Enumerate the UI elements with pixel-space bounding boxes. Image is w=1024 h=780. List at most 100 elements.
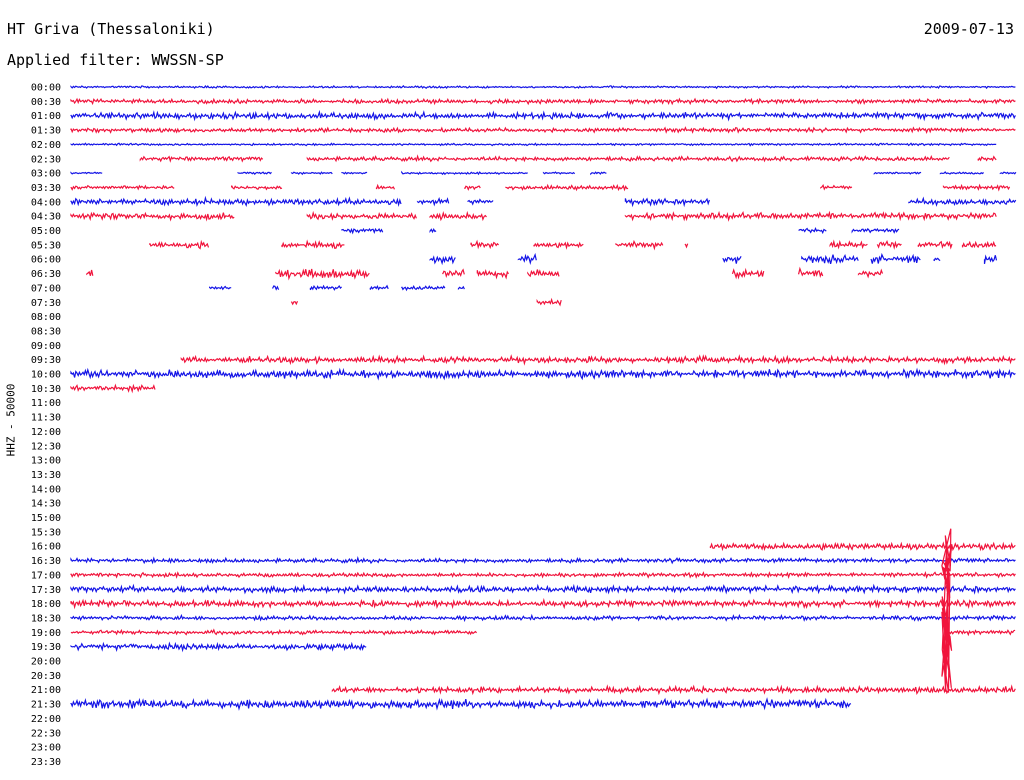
trace-segment	[908, 196, 1017, 207]
trace-segment	[139, 155, 264, 163]
time-tick-label: 14:00	[31, 484, 61, 495]
trace-segment	[290, 171, 333, 176]
time-tick-label: 01:30	[31, 126, 61, 137]
trace-segment	[341, 171, 368, 175]
trace-segment	[375, 183, 396, 190]
time-tick-label: 04:30	[31, 212, 61, 223]
trace-segment	[527, 269, 560, 278]
time-tick-label: 15:00	[31, 513, 61, 524]
trace-segment	[722, 256, 742, 264]
time-tick-label: 12:30	[31, 441, 61, 452]
trace-segment	[209, 285, 232, 291]
time-tick-label: 11:30	[31, 413, 61, 424]
time-tick-label: 13:30	[31, 470, 61, 481]
trace-segment	[624, 197, 710, 208]
station-title: HT Griva (Thessaloniki)	[7, 20, 215, 38]
time-tick-label: 20:00	[31, 657, 61, 668]
time-tick-label: 17:00	[31, 570, 61, 581]
trace-segment	[536, 297, 562, 307]
time-tick-label: 16:00	[31, 542, 61, 553]
trace-segment	[464, 185, 481, 191]
time-tick-label: 21:00	[31, 685, 61, 696]
trace-segment	[983, 254, 998, 264]
trace-layer	[70, 84, 1017, 711]
trace-segment	[369, 284, 389, 291]
time-tick-label: 18:30	[31, 613, 61, 624]
trace-segment	[70, 697, 852, 711]
time-tick-label: 07:00	[31, 283, 61, 294]
trace-segment	[505, 183, 629, 192]
trace-segment	[70, 109, 1016, 122]
trace-segment	[70, 597, 1016, 610]
trace-segment	[70, 142, 997, 147]
time-tick-label: 03:00	[31, 169, 61, 180]
trace-segment	[275, 268, 370, 281]
time-tick-label: 23:00	[31, 743, 61, 754]
trace-segment	[851, 227, 900, 234]
trace-segment	[70, 184, 175, 191]
trace-segment	[942, 183, 1011, 192]
time-tick-label: 11:00	[31, 398, 61, 409]
trace-segment	[533, 241, 584, 250]
trace-segment	[70, 583, 1016, 595]
trace-segment	[70, 195, 402, 208]
trace-segment	[476, 269, 509, 280]
trace-segment	[429, 210, 487, 222]
trace-segment	[977, 155, 997, 162]
trace-segment	[401, 284, 446, 292]
trace-segment	[961, 240, 997, 249]
time-tick-label: 05:30	[31, 240, 61, 251]
trace-segment	[684, 243, 689, 249]
trace-segment	[70, 641, 367, 653]
time-tick-label: 22:00	[31, 714, 61, 725]
time-tick-label: 09:30	[31, 355, 61, 366]
trace-segment	[272, 285, 280, 291]
trace-segment	[870, 252, 921, 264]
event-spike	[941, 568, 953, 693]
time-tick-label: 16:30	[31, 556, 61, 567]
time-tick-label: 12:00	[31, 427, 61, 438]
trace-segment	[467, 198, 494, 206]
trace-segment	[231, 185, 283, 191]
time-tick-label: 02:00	[31, 140, 61, 151]
trace-segment	[331, 684, 1016, 696]
trace-segment	[429, 255, 456, 266]
time-tick-label: 08:00	[31, 312, 61, 323]
trace-segment	[470, 239, 500, 250]
time-tick-label: 17:30	[31, 585, 61, 596]
trace-segment	[70, 367, 1016, 381]
trace-segment	[70, 556, 1016, 565]
time-tick-label: 13:00	[31, 456, 61, 467]
trace-segment	[416, 197, 450, 207]
time-tick-label: 08:30	[31, 326, 61, 337]
event-spike	[941, 528, 953, 599]
trace-segment	[731, 267, 765, 280]
trace-segment	[70, 383, 156, 394]
time-tick-label: 00:00	[31, 83, 61, 94]
trace-segment	[876, 240, 902, 250]
trace-segment	[70, 571, 1016, 580]
time-tick-label: 19:30	[31, 642, 61, 653]
time-tick-label: 02:30	[31, 154, 61, 165]
trace-segment	[149, 239, 210, 250]
trace-segment	[709, 541, 1016, 552]
trace-segment	[999, 171, 1017, 175]
trace-segment	[70, 171, 103, 175]
time-tick-label: 23:30	[31, 757, 61, 768]
trace-segment	[801, 253, 859, 265]
trace-segment	[309, 284, 343, 291]
trace-segment	[820, 183, 853, 191]
trace-segment	[590, 171, 607, 176]
trace-segment	[829, 239, 868, 250]
trace-segment	[798, 266, 824, 279]
trace-segment	[70, 628, 478, 636]
trace-segment	[341, 227, 384, 235]
time-tick-label: 06:00	[31, 255, 61, 266]
time-tick-label: 14:30	[31, 499, 61, 510]
trace-segment	[70, 211, 235, 222]
time-tick-label: 01:00	[31, 111, 61, 122]
spike-layer	[941, 528, 953, 693]
trace-segment	[917, 240, 953, 250]
filter-label: Applied filter: WWSSN-SP	[7, 51, 224, 69]
